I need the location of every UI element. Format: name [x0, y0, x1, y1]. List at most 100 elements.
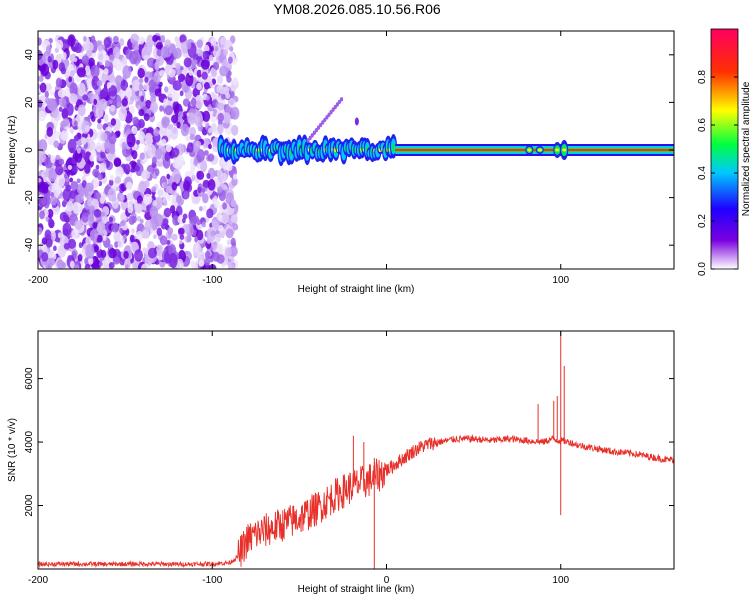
noise-speckle	[183, 57, 192, 68]
noise-speckle	[97, 220, 106, 235]
noise-speckle	[62, 188, 72, 202]
noise-speckle	[73, 57, 78, 62]
noise-speckle	[164, 151, 171, 162]
noise-speckle	[92, 168, 100, 177]
noise-speckle	[84, 65, 91, 76]
noise-speckle	[84, 163, 91, 174]
noise-speckle	[108, 179, 114, 186]
noise-speckle	[156, 41, 164, 51]
noise-speckle	[196, 170, 205, 180]
noise-speckle	[38, 37, 42, 46]
noise-speckle	[101, 211, 106, 217]
noise-speckle	[189, 133, 195, 141]
noise-speckle	[161, 218, 169, 226]
noise-speckle	[78, 242, 83, 249]
noise-speckle	[71, 165, 77, 173]
noise-speckle	[85, 236, 92, 246]
noise-speckle	[77, 253, 83, 262]
noise-speckle	[183, 85, 189, 94]
noise-speckle	[122, 234, 127, 240]
noise-speckle	[106, 82, 112, 88]
spectrogram-x-label: Height of straight line (km)	[298, 284, 415, 295]
noise-speckle	[194, 236, 199, 243]
noise-speckle	[119, 38, 125, 47]
noise-speckle	[187, 142, 194, 153]
noise-speckle	[89, 229, 98, 242]
noise-speckle	[172, 80, 182, 91]
noise-speckle	[157, 188, 164, 198]
noise-speckle	[76, 178, 81, 184]
noise-speckle	[83, 35, 87, 42]
noise-speckle	[168, 252, 178, 269]
noise-speckle	[104, 59, 110, 68]
noise-speckle	[178, 240, 183, 245]
noise-speckle	[187, 112, 196, 125]
noise-speckle	[222, 58, 228, 67]
noise-speckle	[100, 151, 106, 159]
noise-speckle	[47, 208, 54, 219]
noise-speckle	[138, 78, 144, 84]
noise-speckle	[203, 82, 210, 90]
noise-speckle	[73, 135, 79, 142]
noise-speckle	[196, 163, 201, 169]
noise-speckle	[67, 164, 73, 171]
noise-speckle	[154, 61, 160, 71]
spectrogram-x-tick-label: -200	[28, 275, 48, 286]
noise-speckle	[194, 94, 204, 109]
noise-speckle	[61, 51, 67, 60]
noise-speckle	[127, 204, 134, 214]
noise-speckle	[53, 245, 57, 252]
snr-y-label: SNR (10 * v/v)	[7, 418, 18, 482]
noise-speckle	[50, 155, 56, 164]
noise-speckle	[68, 76, 73, 83]
noise-speckle	[126, 133, 136, 148]
noise-speckle	[204, 250, 211, 260]
noise-speckle	[50, 196, 58, 206]
noise-speckle	[226, 158, 232, 167]
snr-frame	[37, 330, 675, 570]
rising-streak	[306, 138, 310, 143]
noise-speckle	[226, 76, 232, 83]
noise-speckle	[73, 120, 78, 127]
noise-speckle	[126, 192, 134, 201]
noise-speckle	[125, 181, 133, 191]
colorbar: 0.0 0.2 0.4 0.6 0.8 Normalized spectral ampl…	[697, 28, 750, 276]
noise-speckle	[96, 123, 103, 130]
noise-speckle	[108, 247, 117, 259]
noise-speckle	[197, 186, 202, 194]
noise-speckle	[74, 219, 83, 230]
noise-speckle	[110, 118, 117, 126]
noise-speckle	[178, 227, 185, 235]
noise-speckle	[138, 90, 143, 97]
noise-speckle	[131, 150, 138, 160]
noise-speckle	[103, 113, 109, 123]
broadened-peak	[555, 148, 560, 152]
noise-speckle	[57, 89, 66, 98]
noise-speckle	[151, 206, 156, 213]
noise-speckle	[164, 105, 174, 116]
noise-speckle	[48, 62, 53, 69]
noise-speckle	[144, 76, 149, 83]
noise-speckle	[99, 195, 106, 205]
noise-speckle	[175, 194, 182, 204]
noise-speckle	[213, 200, 220, 209]
noise-speckle	[122, 65, 132, 79]
noise-speckle	[98, 45, 103, 52]
noise-speckle	[203, 150, 209, 156]
noise-speckle	[142, 247, 147, 254]
noise-speckle	[139, 218, 144, 224]
noise-speckle	[230, 106, 240, 120]
noise-speckle	[159, 235, 168, 246]
rising-streak	[319, 122, 323, 128]
noise-speckle	[211, 240, 218, 250]
noise-speckle	[220, 158, 226, 166]
noise-speckle	[212, 61, 220, 71]
snr-x-tick-label: 100	[552, 575, 569, 586]
noise-speckle	[182, 67, 188, 76]
noise-speckle	[55, 154, 60, 161]
noise-speckle	[68, 93, 78, 105]
noise-speckle	[202, 205, 207, 212]
noise-speckle	[69, 82, 78, 96]
noise-speckle	[143, 83, 150, 91]
noise-speckle	[230, 199, 237, 208]
